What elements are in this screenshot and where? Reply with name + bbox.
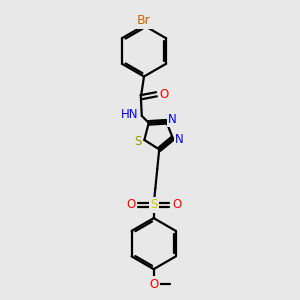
Text: O: O — [159, 88, 169, 101]
Text: O: O — [149, 278, 158, 291]
Text: S: S — [134, 135, 141, 148]
Text: Br: Br — [137, 14, 151, 28]
Text: N: N — [168, 113, 177, 126]
Text: S: S — [150, 198, 158, 211]
Text: O: O — [172, 198, 182, 211]
Text: O: O — [126, 198, 135, 211]
Text: N: N — [175, 133, 184, 146]
Text: HN: HN — [120, 108, 138, 121]
